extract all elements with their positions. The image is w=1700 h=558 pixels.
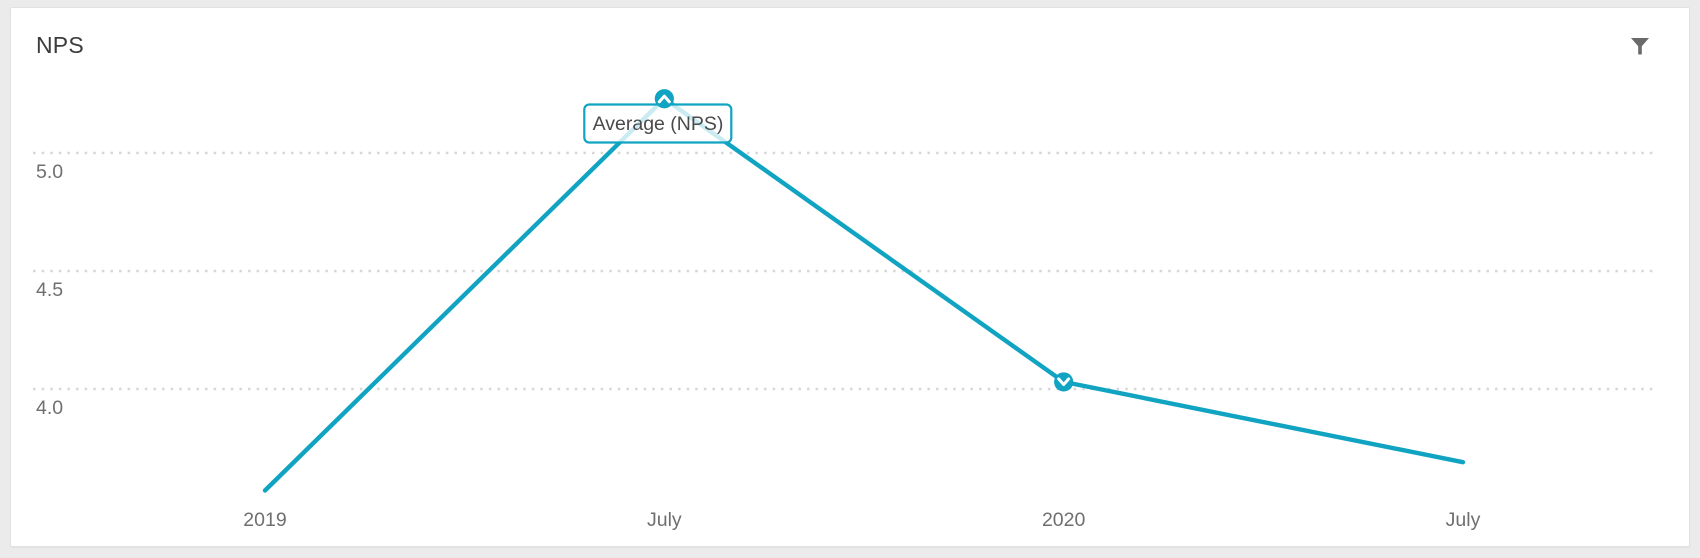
nps-chart-card [10, 7, 1690, 547]
chevron-up-icon [657, 94, 671, 104]
data-point-marker[interactable] [1054, 372, 1074, 392]
chart-title: NPS [36, 32, 84, 58]
filter-button[interactable] [1629, 38, 1651, 58]
nps-series-line [262, 96, 1466, 493]
data-point-marker[interactable] [654, 89, 674, 109]
filter-funnel-icon [1631, 38, 1649, 55]
tooltip-box [583, 103, 733, 144]
chevron-down-icon [1057, 377, 1071, 387]
